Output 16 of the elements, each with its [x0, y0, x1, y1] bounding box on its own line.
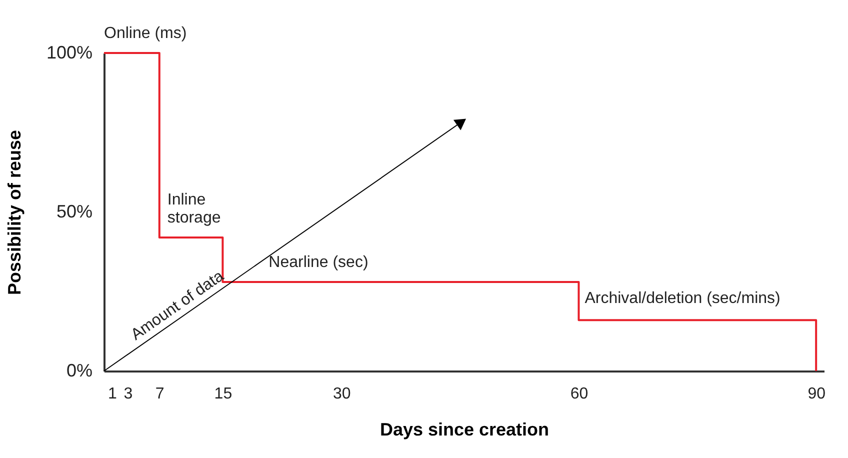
x-tick-label: 3 [124, 386, 133, 402]
y-tick-label: 100% [46, 42, 92, 62]
x-tick-label: 90 [808, 386, 826, 402]
x-tick-label: 30 [332, 386, 351, 402]
annotation: Inline storage [167, 191, 221, 226]
annotation: Archival/deletion (sec/mins) [584, 290, 780, 308]
y-axis-title: Possibility of reuse [4, 130, 24, 296]
y-tick-label: 0% [66, 360, 92, 380]
annotation: Online (ms) [104, 25, 187, 42]
x-tick-label: 7 [155, 386, 164, 402]
x-axis-title: Days since creation [380, 420, 550, 440]
x-tick-label: 60 [570, 386, 588, 402]
annotation: Nearline (sec) [268, 254, 368, 271]
y-tick-label: 50% [56, 202, 92, 222]
x-tick-label: 1 [108, 386, 117, 402]
x-tick-label: 15 [214, 386, 232, 402]
